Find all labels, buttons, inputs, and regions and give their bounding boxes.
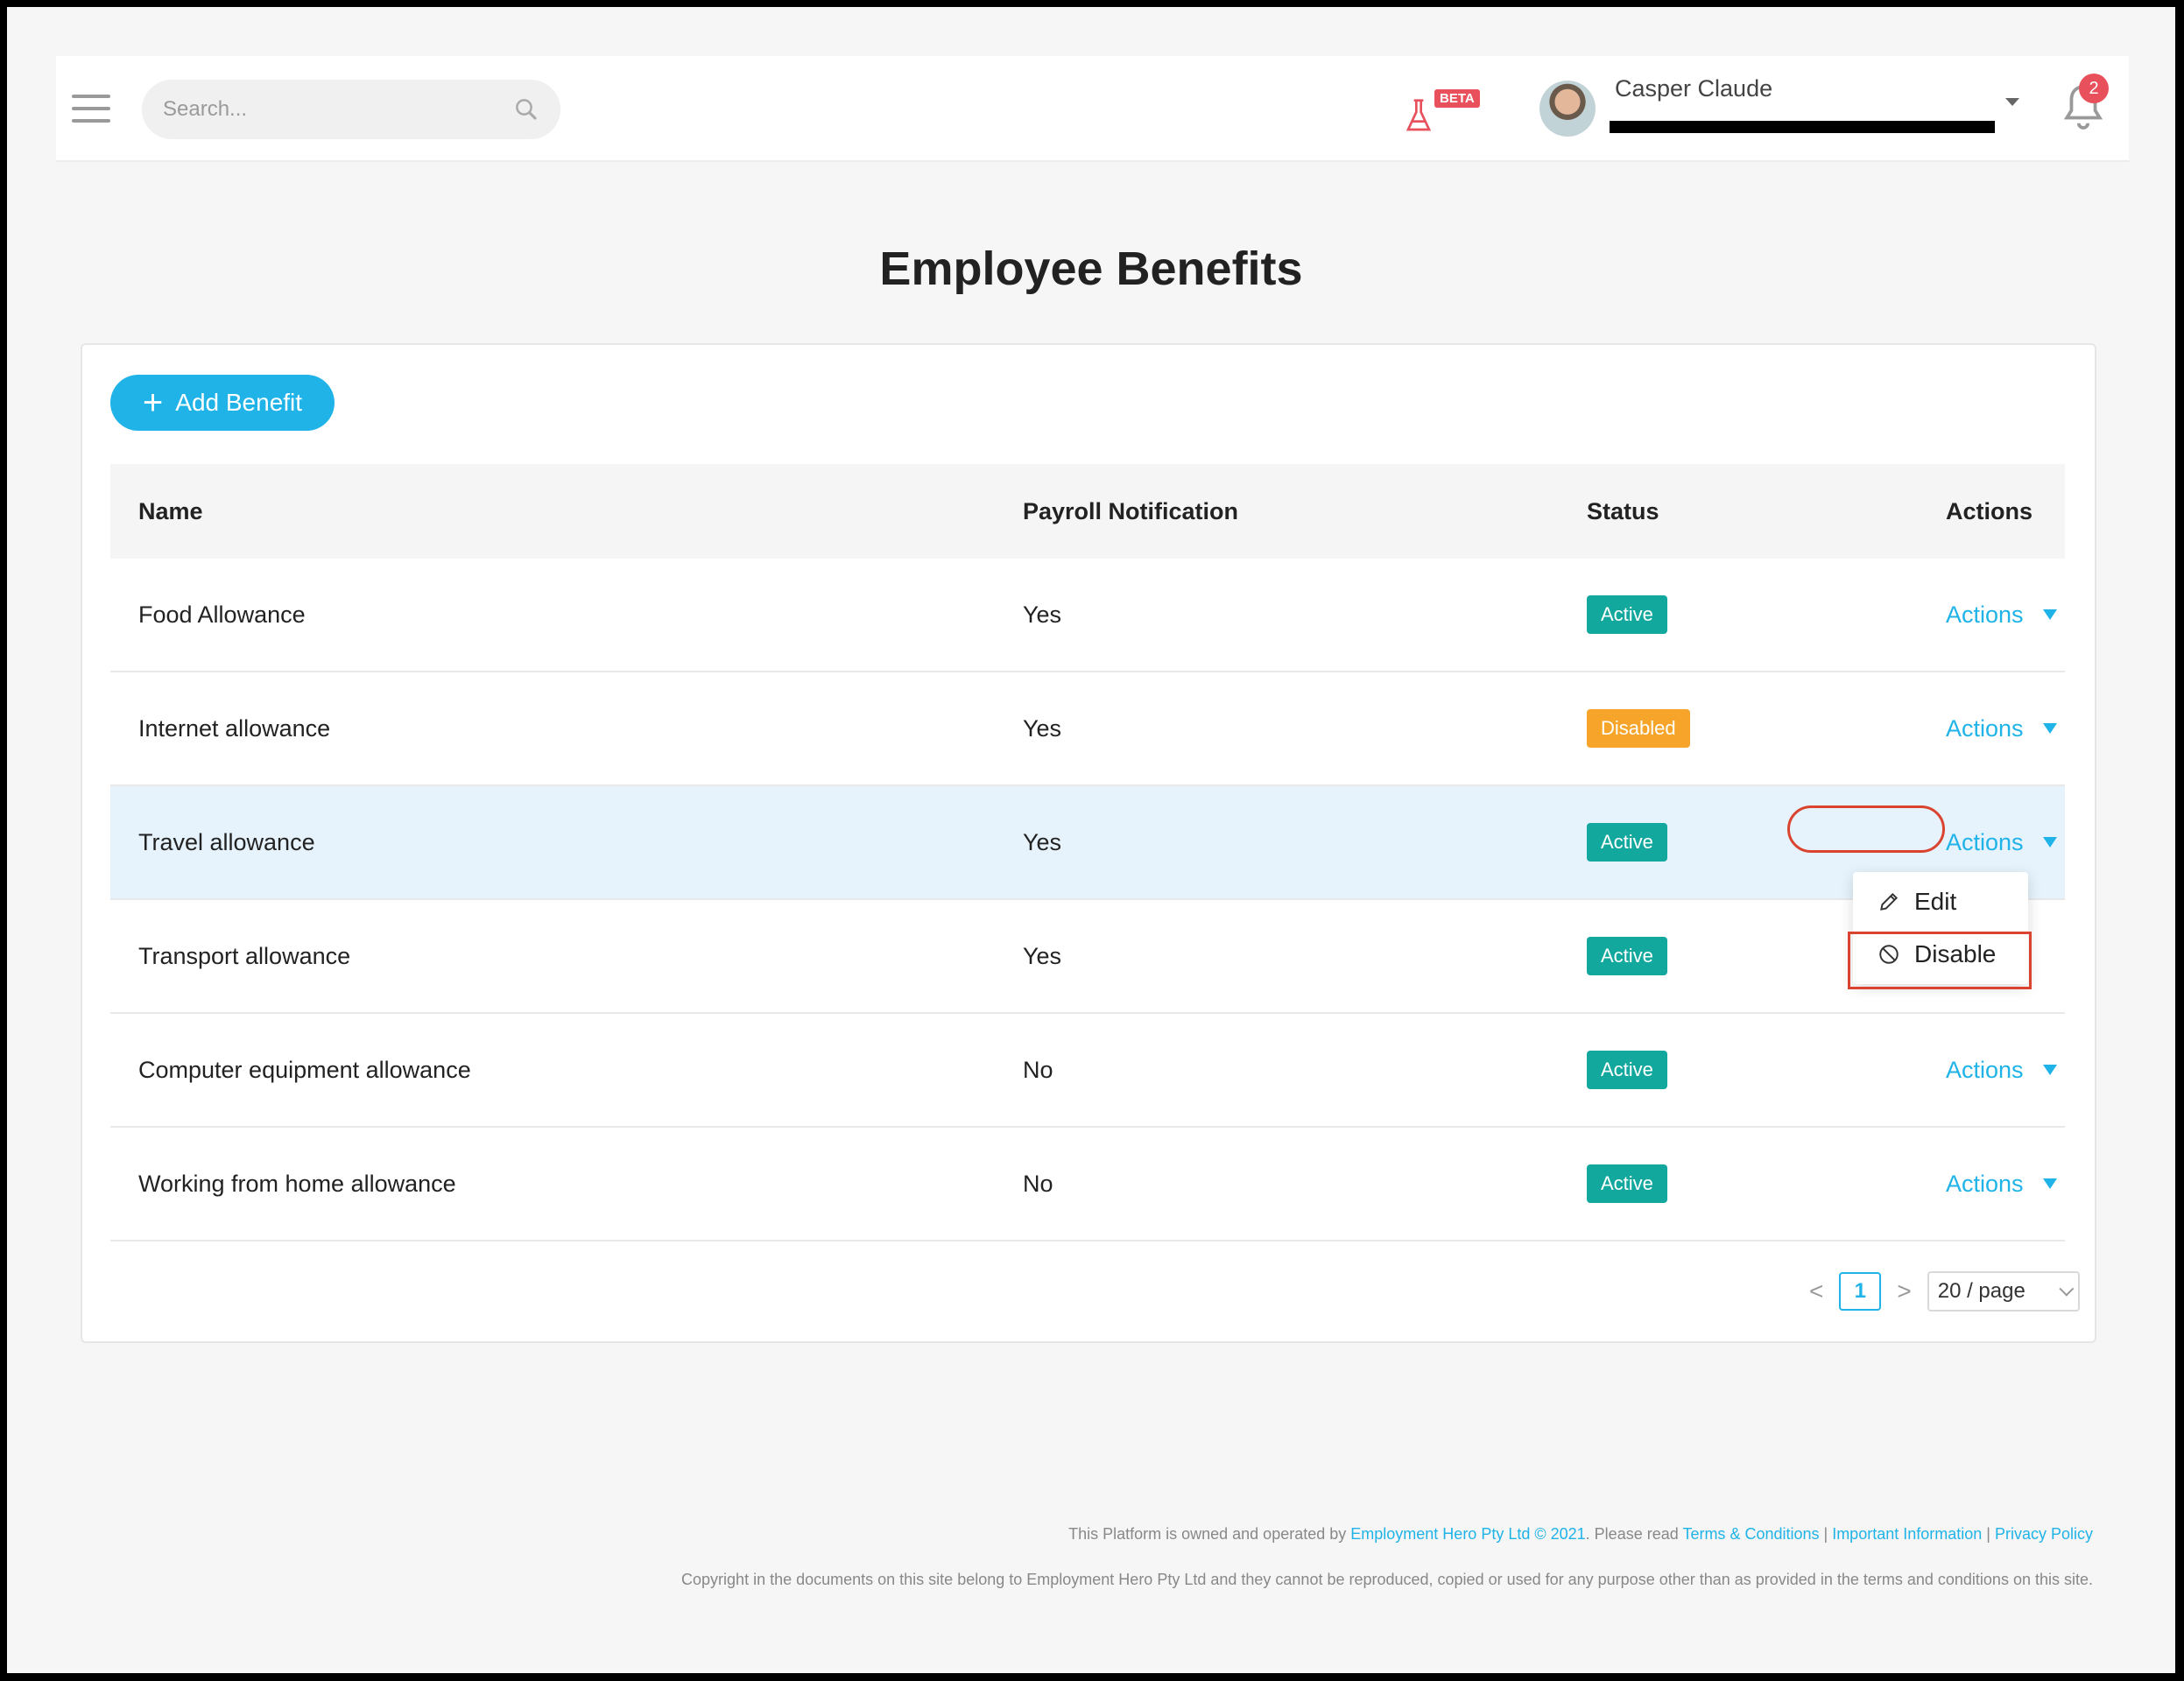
table-row[interactable]: Working from home allowance No Active Ac… [110, 1128, 2065, 1241]
status-badge: Active [1587, 937, 1667, 975]
benefit-name: Transport allowance [138, 942, 351, 969]
actions-dropdown[interactable]: Actions [1946, 1057, 2057, 1084]
search-input[interactable] [163, 97, 513, 122]
plus-icon: + [142, 383, 164, 422]
column-header-status[interactable]: Status [1587, 497, 1659, 524]
footer-owned-text: This Platform is owned and operated by [1068, 1525, 1347, 1543]
footer-separator: | [1819, 1525, 1833, 1543]
actions-label[interactable]: Actions [1946, 1056, 2024, 1083]
benefits-table: Name Payroll Notification Status Actions… [110, 464, 2065, 1241]
status-badge: Active [1587, 823, 1667, 862]
app-window: BETA Casper Claude 2 Employee Benefits +… [7, 7, 2175, 1673]
page-size-value: 20 / page [1937, 1279, 2025, 1303]
actions-label[interactable]: Actions [1946, 714, 2024, 742]
page-title: Employee Benefits [879, 243, 1303, 295]
benefit-name: Travel allowance [138, 828, 315, 855]
add-benefit-label: Add Benefit [175, 389, 303, 416]
privacy-link[interactable]: Privacy Policy [1994, 1525, 2093, 1543]
menu-item-disable[interactable]: Disable [1853, 928, 2028, 981]
table-row[interactable]: Food Allowance Yes Active Actions [110, 559, 2065, 672]
flask-icon [1406, 99, 1432, 131]
actions-dropdown[interactable]: Actions [1946, 601, 2057, 629]
search-icon[interactable] [513, 96, 539, 123]
actions-dropdown[interactable]: Actions [1946, 1171, 2057, 1198]
table-row[interactable]: Travel allowance Yes Active Actions [110, 786, 2065, 900]
page-size-select[interactable]: 20 / page [1927, 1271, 2080, 1312]
beta-badge: BETA [1434, 89, 1480, 108]
status-badge: Disabled [1587, 709, 1690, 748]
page-number-button[interactable]: 1 [1839, 1272, 1882, 1311]
benefits-card: + Add Benefit Name Payroll Notification … [81, 343, 2096, 1343]
actions-dropdown[interactable]: Actions [1946, 715, 2057, 742]
block-icon [1879, 945, 1899, 964]
menu-item-edit-label: Edit [1914, 888, 1957, 915]
footer-please-read: . Please read [1585, 1525, 1679, 1543]
next-page-button[interactable]: > [1897, 1277, 1912, 1305]
top-bar: BETA Casper Claude 2 [56, 56, 2129, 162]
important-info-link[interactable]: Important Information [1832, 1525, 1983, 1543]
search-box[interactable] [142, 80, 560, 139]
terms-link[interactable]: Terms & Conditions [1682, 1525, 1820, 1543]
avatar[interactable] [1539, 81, 1596, 137]
payroll-notification: Yes [1023, 828, 1062, 855]
caret-down-icon[interactable] [2042, 837, 2057, 848]
prev-page-button[interactable]: < [1809, 1277, 1824, 1305]
column-header-payroll[interactable]: Payroll Notification [1023, 497, 1239, 524]
table-header: Name Payroll Notification Status Actions [110, 464, 2065, 559]
actions-dropdown[interactable]: Actions [1946, 829, 2057, 856]
actions-label[interactable]: Actions [1946, 601, 2024, 628]
table-row[interactable]: Transport allowance Yes Active [110, 900, 2065, 1014]
chevron-down-icon [2059, 1281, 2075, 1297]
user-menu-chevron-down-icon[interactable] [2005, 98, 2019, 106]
company-link[interactable]: Employment Hero Pty Ltd © 2021 [1350, 1525, 1586, 1543]
benefit-name: Computer equipment allowance [138, 1056, 471, 1083]
status-badge: Active [1587, 1164, 1667, 1203]
actions-label[interactable]: Actions [1946, 828, 2024, 855]
benefit-name: Food Allowance [138, 601, 306, 628]
caret-down-icon[interactable] [2042, 1178, 2057, 1189]
beta-labs-button[interactable]: BETA [1405, 88, 1485, 133]
caret-down-icon[interactable] [2042, 1065, 2057, 1075]
payroll-notification: Yes [1023, 714, 1062, 742]
footer-legal: This Platform is owned and operated by E… [1068, 1525, 2093, 1544]
column-header-actions: Actions [1946, 497, 2033, 524]
add-benefit-button[interactable]: + Add Benefit [110, 375, 335, 431]
actions-label[interactable]: Actions [1946, 1170, 2024, 1197]
table-row[interactable]: Computer equipment allowance No Active A… [110, 1014, 2065, 1128]
benefit-name: Internet allowance [138, 714, 331, 742]
redacted-company-bar [1610, 121, 1995, 133]
benefit-name: Working from home allowance [138, 1170, 456, 1197]
caret-down-icon[interactable] [2042, 723, 2057, 734]
footer-separator: | [1982, 1525, 1995, 1543]
menu-item-disable-label: Disable [1914, 940, 1997, 967]
menu-icon[interactable] [72, 95, 110, 124]
pencil-icon [1880, 892, 1899, 911]
payroll-notification: No [1023, 1056, 1053, 1083]
payroll-notification: No [1023, 1170, 1053, 1197]
notification-count-badge: 2 [2079, 74, 2109, 103]
table-row[interactable]: Internet allowance Yes Disabled Actions [110, 672, 2065, 786]
payroll-notification: Yes [1023, 601, 1062, 628]
menu-item-edit[interactable]: Edit [1853, 876, 2028, 928]
actions-menu: Edit Disable [1853, 872, 2028, 984]
caret-down-icon[interactable] [2042, 609, 2057, 620]
payroll-notification: Yes [1023, 942, 1062, 969]
column-header-name[interactable]: Name [138, 497, 203, 524]
pagination: < 1 > 20 / page [1809, 1271, 2080, 1312]
user-name[interactable]: Casper Claude [1615, 75, 1773, 102]
status-badge: Active [1587, 595, 1667, 634]
status-badge: Active [1587, 1051, 1667, 1089]
footer-copyright: Copyright in the documents on this site … [681, 1571, 2093, 1588]
